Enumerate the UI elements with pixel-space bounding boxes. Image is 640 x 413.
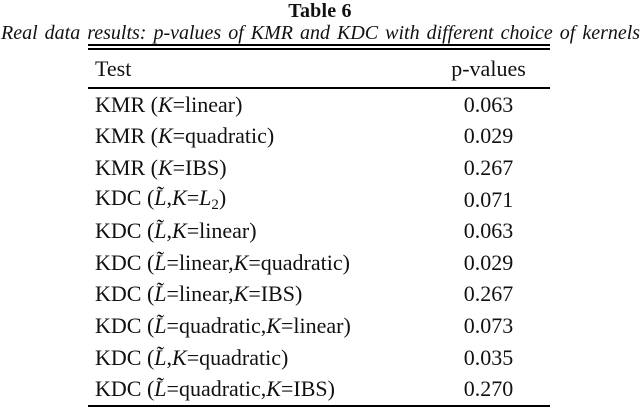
table-row: KDC (L̃=linear,K=IBS) 0.267	[88, 279, 550, 311]
p-value: 0.071	[463, 186, 514, 212]
table-header-row: Test p-values	[88, 50, 550, 87]
test-label: KDC (L̃,K=L2)	[95, 184, 227, 214]
table-row: KDC (L̃=linear,K=quadratic) 0.029	[88, 247, 550, 279]
table-body: KMR (K=linear) 0.063 KMR (K=quadratic) 0.02…	[88, 89, 550, 405]
table-row: KDC (L̃,K=L2) 0.071	[88, 184, 550, 216]
top-double-rule	[88, 44, 550, 50]
table-number-title: Table 6	[288, 0, 352, 22]
test-label: KMR (K=linear)	[95, 91, 243, 117]
test-label: KDC (L̃,K=linear)	[95, 218, 257, 244]
table-row: KDC (L̃,K=quadratic) 0.035	[88, 342, 550, 374]
p-value: 0.063	[463, 218, 514, 244]
header-separator-rule	[88, 87, 550, 89]
test-label: KDC (L̃,K=quadratic)	[95, 344, 289, 370]
test-label: KDC (L̃=linear,K=quadratic)	[95, 249, 350, 275]
table-caption: Real data results: p-values of KMR and K…	[1, 22, 640, 44]
results-table: Test p-values KMR (K=linear) 0.063 KMR (K=…	[88, 44, 550, 407]
p-value: 0.267	[463, 281, 514, 307]
test-label: KDC (L̃=quadratic,K=IBS)	[95, 376, 335, 402]
p-value: 0.035	[463, 344, 514, 370]
table-row: KDC (L̃=quadratic,K=linear) 0.073	[88, 310, 550, 342]
table-row: KDC (L̃,K=linear) 0.063	[88, 215, 550, 247]
p-value: 0.029	[463, 123, 514, 149]
p-value: 0.270	[463, 376, 514, 402]
column-header-pvalues: p-values	[451, 55, 526, 81]
test-label: KMR (K=IBS)	[95, 154, 227, 180]
bottom-rule	[88, 404, 550, 407]
test-label: KMR (K=quadratic)	[95, 123, 275, 149]
test-label: KDC (L̃=linear,K=IBS)	[95, 281, 303, 307]
column-header-test: Test	[95, 55, 132, 81]
p-value: 0.029	[463, 249, 514, 275]
table-row: KMR (K=IBS) 0.267	[88, 152, 550, 184]
p-value: 0.063	[463, 91, 514, 117]
p-value: 0.073	[463, 312, 514, 338]
table-row: KDC (L̃=quadratic,K=IBS) 0.270	[88, 373, 550, 405]
table-row: KMR (K=linear) 0.063	[88, 89, 550, 121]
p-value: 0.267	[463, 154, 514, 180]
table-row: KMR (K=quadratic) 0.029	[88, 121, 550, 153]
test-label: KDC (L̃=quadratic,K=linear)	[95, 312, 351, 338]
